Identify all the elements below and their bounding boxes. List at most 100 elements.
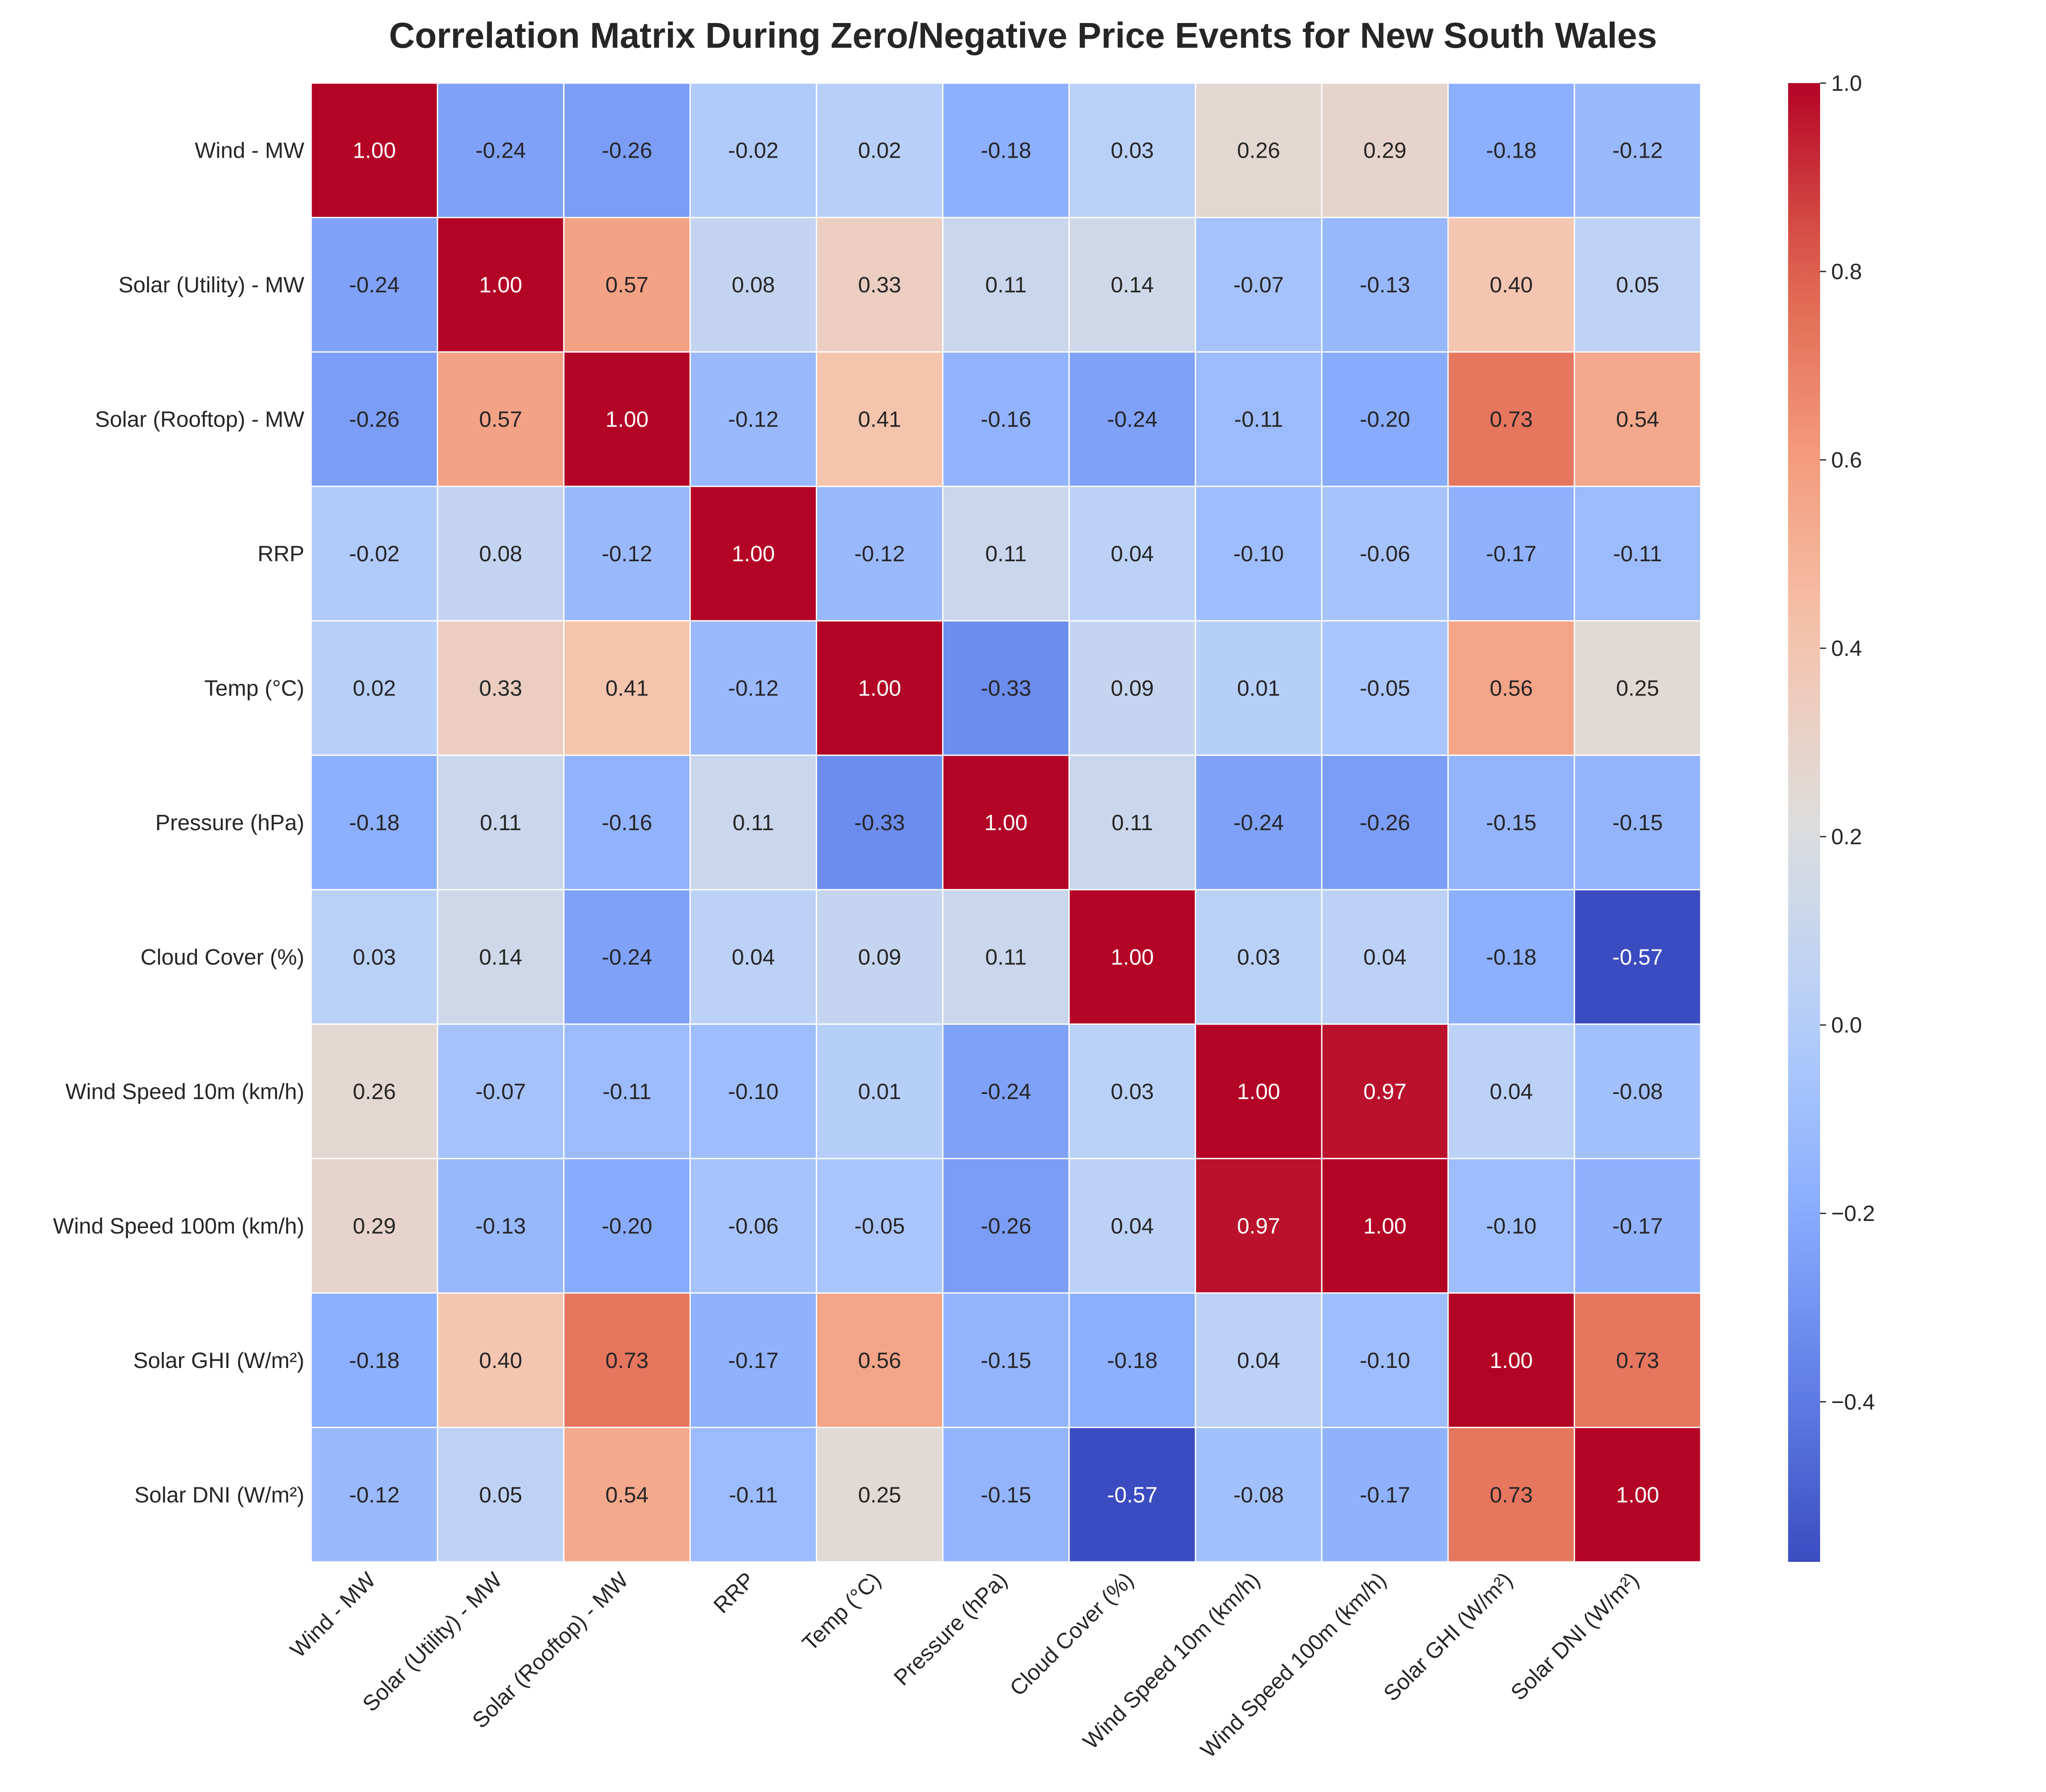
- cell-value-label: -0.57: [1613, 945, 1663, 970]
- heatmap-cell: [1321, 889, 1449, 1025]
- cell-value-label: -0.24: [981, 1079, 1032, 1104]
- cell-value-label: 0.29: [1363, 139, 1406, 163]
- cell-value-label: -0.02: [349, 542, 400, 566]
- x-tick-label: Wind - MW: [286, 1567, 381, 1662]
- cell-value-label: 0.04: [1363, 945, 1406, 970]
- cell-value-label: -0.12: [1613, 139, 1663, 163]
- cell-value-label: -0.16: [602, 811, 653, 835]
- cell-value-label: -0.24: [349, 273, 400, 297]
- cell-value-label: -0.12: [349, 1483, 400, 1507]
- heatmap-cell: [1321, 754, 1449, 891]
- cell-value-label: -0.13: [1360, 273, 1410, 297]
- cell-value-label: -0.12: [728, 407, 779, 432]
- cell-value-label: -0.18: [1486, 945, 1537, 970]
- heatmap-cell: [310, 889, 438, 1025]
- cell-value-label: 0.40: [479, 1348, 522, 1373]
- cell-value-label: 0.73: [1616, 1348, 1659, 1373]
- heatmap-cell: [436, 889, 565, 1025]
- cell-value-label: 0.11: [733, 811, 774, 835]
- heatmap-cell: [563, 351, 691, 487]
- y-tick-label: Wind Speed 10m (km/h): [65, 1079, 304, 1104]
- heatmap-cell: [310, 620, 438, 756]
- heatmap-cell: [1574, 216, 1702, 353]
- cell-value-label: -0.02: [728, 139, 779, 163]
- heatmap-cell: [436, 216, 565, 353]
- heatmap-annotations: 1.00 -0.24 -0.26 -0.02 0.02 -0.18 0.03 0.26 0.29…: [349, 139, 1663, 1508]
- heatmap-cell: [1195, 1292, 1323, 1428]
- heatmap-cell: [310, 1023, 438, 1160]
- y-tick-label: Solar DNI (W/m²): [134, 1483, 304, 1507]
- cell-value-label: 1.00: [1237, 1079, 1280, 1104]
- colorbar-tick-label: 0.6: [1831, 448, 1862, 473]
- heatmap-cell: [1447, 1427, 1575, 1563]
- heatmap-cell: [815, 216, 944, 353]
- cell-value-label: 0.97: [1363, 1079, 1406, 1104]
- cell-value-label: 0.33: [858, 273, 901, 297]
- heatmap-cell: [1321, 1427, 1449, 1563]
- cell-value-label: -0.06: [1360, 542, 1410, 566]
- cell-value-label: 0.56: [858, 1348, 901, 1373]
- cell-value-label: 0.33: [479, 676, 522, 701]
- heatmap-cell: [1574, 1427, 1702, 1563]
- cell-value-label: 0.09: [858, 945, 901, 970]
- cell-value-label: 0.04: [1490, 1079, 1533, 1104]
- heatmap-cell: [815, 1023, 944, 1160]
- heatmap-cell: [1321, 1158, 1449, 1294]
- y-tick-label: Temp (°C): [204, 676, 304, 701]
- y-tick-label: Pressure (hPa): [155, 811, 304, 835]
- cell-value-label: 0.57: [479, 407, 522, 432]
- heatmap-cell: [1574, 1292, 1702, 1428]
- heatmap-cell: [1574, 1158, 1702, 1294]
- heatmap-cell: [689, 620, 817, 756]
- cell-value-label: 0.14: [1111, 273, 1154, 297]
- heatmap-cell: [689, 889, 817, 1025]
- heatmap-cell: [1068, 620, 1196, 756]
- cell-value-label: 0.41: [858, 407, 901, 432]
- heatmap-cell: [1574, 351, 1702, 487]
- heatmap-cell: [1447, 216, 1575, 353]
- cell-value-label: 0.03: [1111, 139, 1154, 163]
- cell-value-label: 0.01: [858, 1079, 901, 1104]
- cell-value-label: 0.73: [1490, 1483, 1533, 1507]
- cell-value-label: -0.33: [981, 676, 1032, 701]
- cell-value-label: 0.25: [1616, 676, 1659, 701]
- y-tick-label: Solar (Rooftop) - MW: [95, 407, 304, 432]
- heatmap-cell: [1068, 1292, 1196, 1428]
- heatmap-cell: [563, 1292, 691, 1428]
- heatmap-cell: [1195, 82, 1323, 218]
- colorbar-gradient: [1788, 83, 1820, 1562]
- heatmap-cell: [1447, 1158, 1575, 1294]
- cell-value-label: -0.15: [1613, 811, 1663, 835]
- cell-value-label: 0.04: [1237, 1348, 1280, 1373]
- cell-value-label: -0.06: [728, 1214, 779, 1238]
- cell-value-label: 0.25: [858, 1483, 901, 1507]
- heatmap-cell: [1068, 889, 1196, 1025]
- cell-value-label: -0.11: [729, 1483, 778, 1507]
- cell-value-label: 0.11: [985, 542, 1026, 566]
- cell-value-label: 0.97: [1237, 1214, 1280, 1238]
- cell-value-label: 0.05: [1616, 273, 1659, 297]
- x-tick-label: Solar DNI (W/m²): [1506, 1567, 1644, 1705]
- cell-value-label: 0.54: [1616, 407, 1659, 432]
- heatmap-cell: [1068, 1427, 1196, 1563]
- colorbar-tick-label: −0.2: [1831, 1201, 1875, 1226]
- cell-value-label: 0.08: [479, 542, 522, 566]
- heatmap-cell: [942, 1292, 1070, 1428]
- cell-value-label: 1.00: [1490, 1348, 1533, 1373]
- heatmap-cell: [1068, 485, 1196, 622]
- heatmap-cell: [436, 754, 565, 891]
- cell-value-label: 1.00: [353, 139, 396, 163]
- heatmap-cell: [942, 485, 1070, 622]
- cell-value-label: 0.02: [353, 676, 396, 701]
- y-tick-label: Solar GHI (W/m²): [133, 1348, 304, 1373]
- cell-value-label: -0.07: [1233, 273, 1284, 297]
- heatmap-cell: [563, 889, 691, 1025]
- heatmap-cell: [1321, 1292, 1449, 1428]
- cell-value-label: -0.33: [854, 811, 905, 835]
- heatmap-cell: [1574, 82, 1702, 218]
- heatmap-cell: [1068, 754, 1196, 891]
- heatmap-cell: [310, 1427, 438, 1563]
- heatmap-cell: [689, 1158, 817, 1294]
